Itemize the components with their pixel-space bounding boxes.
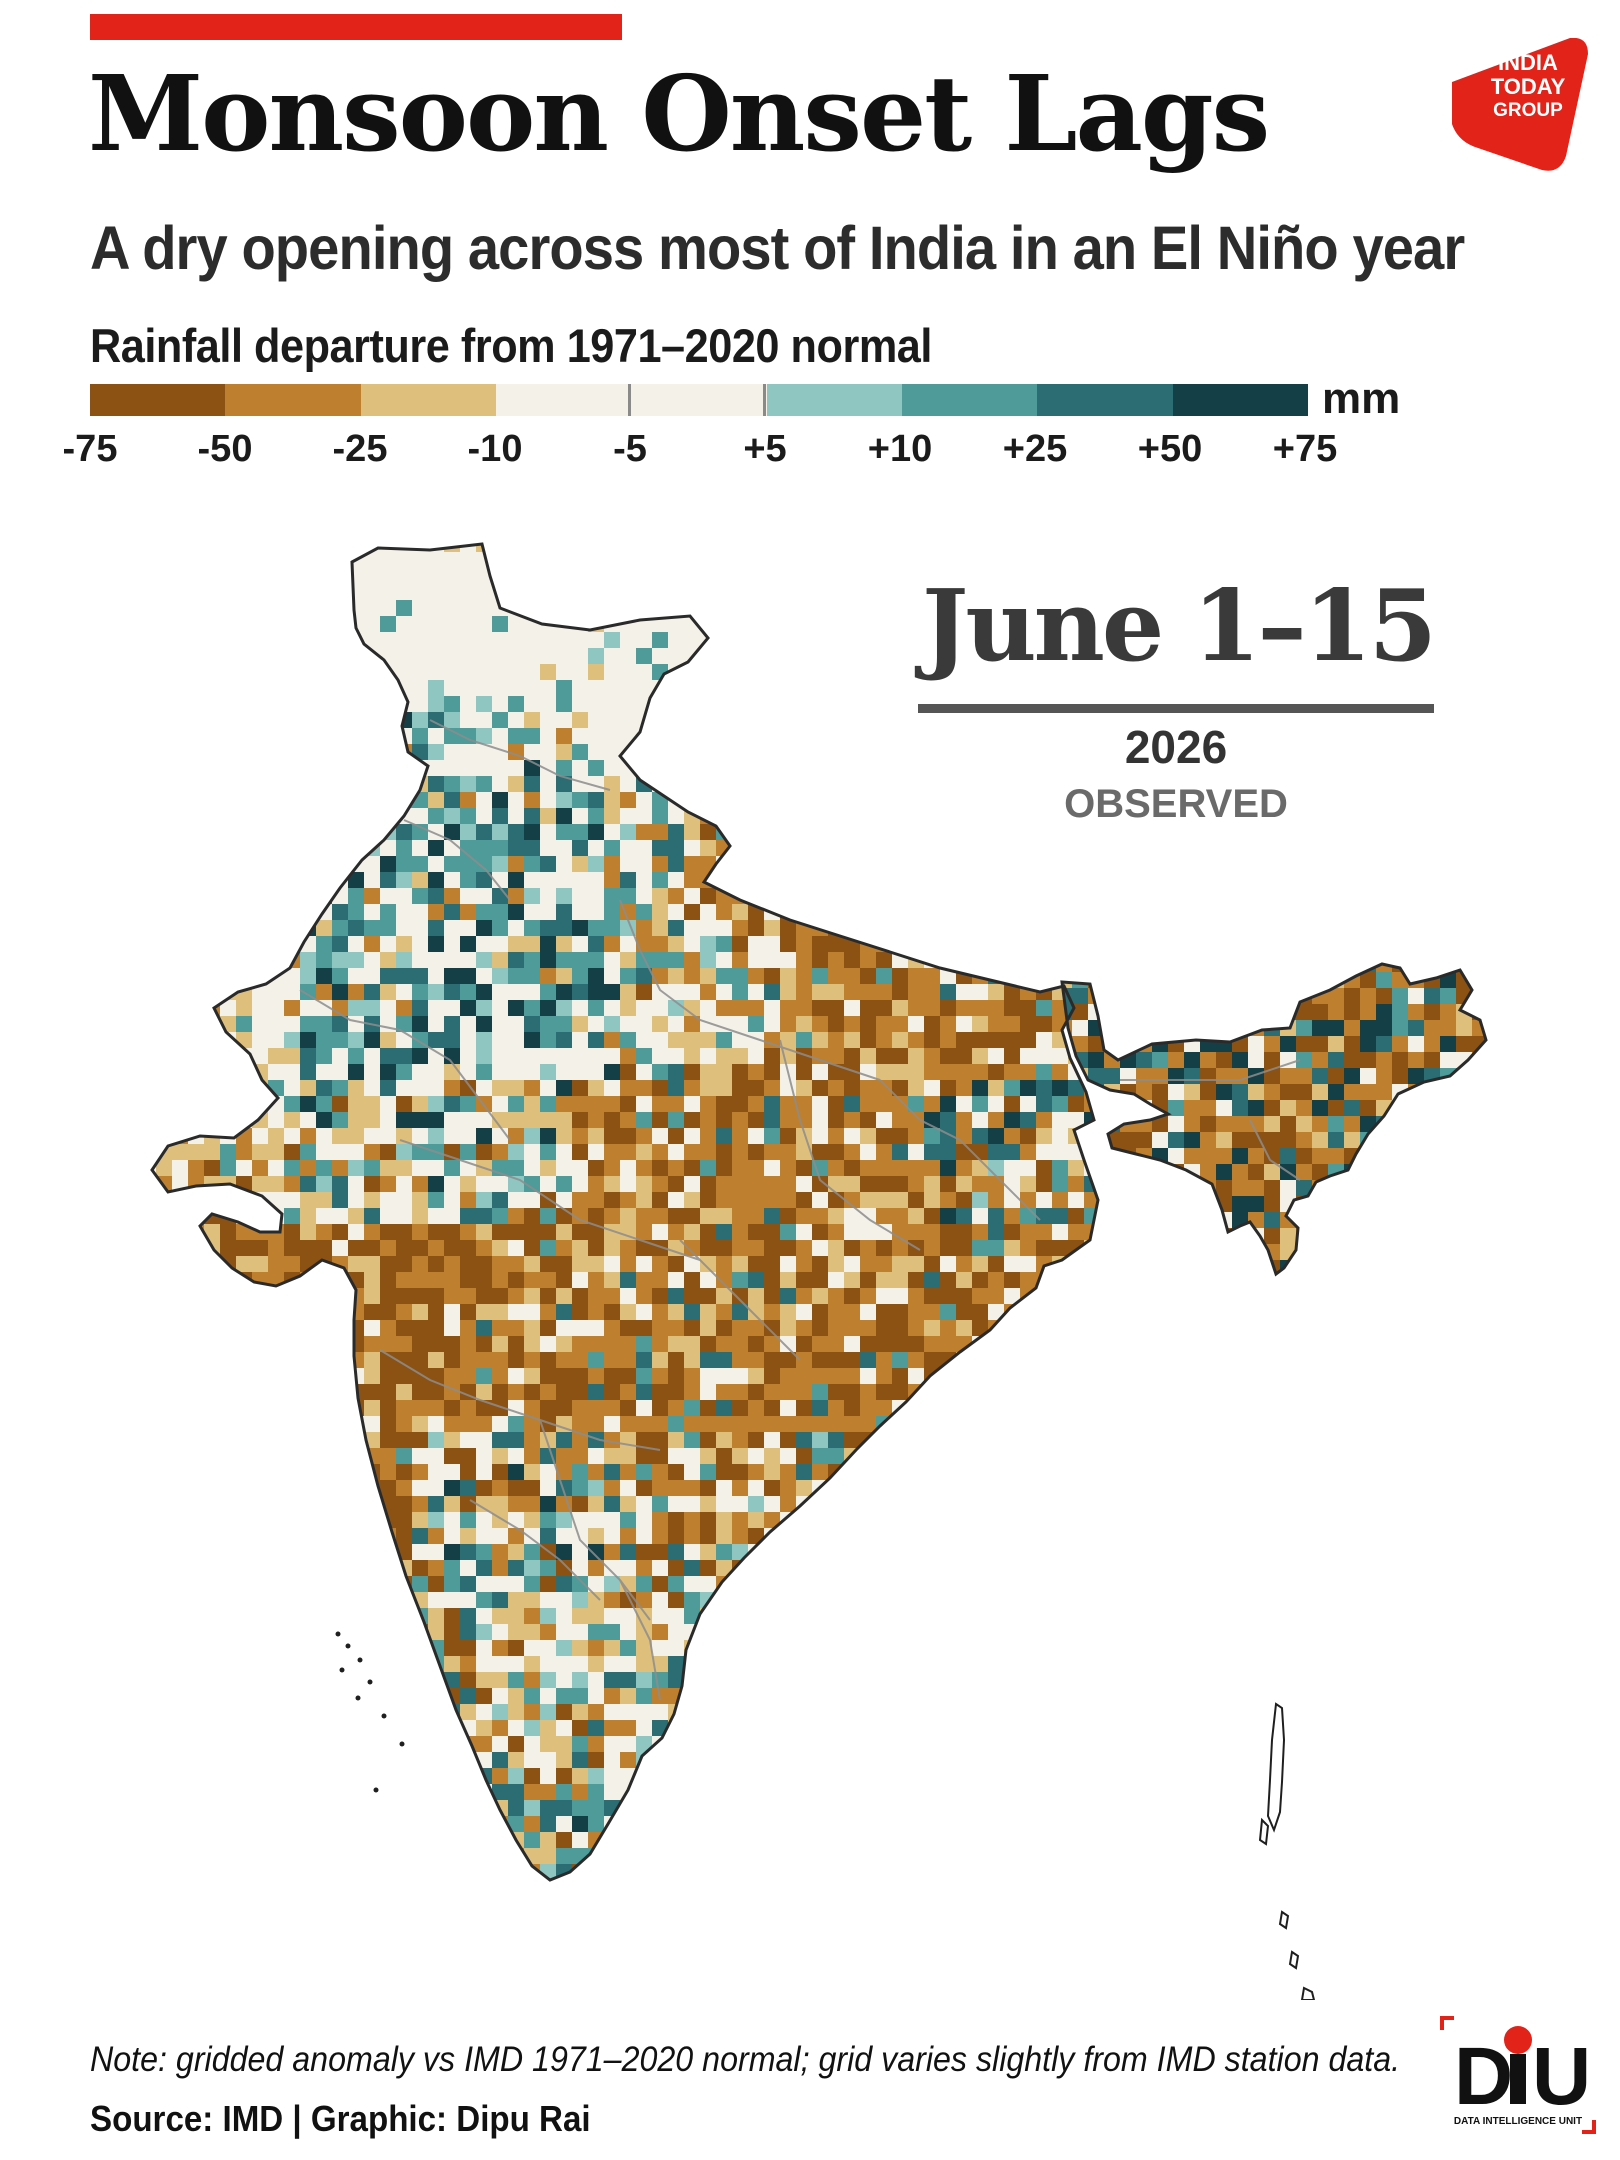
legend-tick: +75 [1272,428,1338,470]
legend-tick: -50 [197,428,253,470]
legend-tick: -10 [467,428,523,470]
legend-tick: -75 [62,428,118,470]
state-boundaries [299,719,1301,1701]
year-label: 2026 [1124,721,1228,773]
legend-swatch [901,384,1038,416]
andaman-nicobar-islands [1258,1702,1316,2000]
accent-bar [90,14,622,40]
source-credit: Source: IMD | Graphic: Dipu Rai [90,2098,591,2139]
legend-tick: -5 [613,428,647,470]
india-today-group-logo: INDIA TODAY GROUP [1452,38,1588,171]
legend-swatch [1172,384,1308,416]
chart-subtitle: A dry opening across most of India in an… [90,214,1465,282]
legend-swatch [1037,384,1173,416]
chart-title: Monsoon Onset Lags [88,52,1270,175]
svg-text:TODAY: TODAY [1491,74,1566,99]
status-label: OBSERVED [1064,782,1288,826]
legend-tick: +10 [867,428,933,470]
legend-tick: -25 [332,428,388,470]
legend-swatch [225,384,361,416]
svg-text:GROUP: GROUP [1493,100,1563,121]
legend-swatch [495,384,632,416]
svg-text:INDIA: INDIA [1498,50,1558,75]
legend-swatch [360,384,496,416]
legend-tick: +25 [1002,428,1068,470]
diu-logo: D U DATA INTELLIGENCE UNIT [1440,2016,1596,2134]
rainfall-anomaly-map [150,542,1488,2000]
legend-swatch [766,384,902,416]
lakshadweep-islands [335,1631,405,1793]
legend-swatch [631,384,767,416]
legend-tick: +5 [743,428,787,470]
legend-neutral-mark [628,384,631,416]
legend-title: Rainfall departure from 1971–2020 normal [90,319,932,372]
footnote: Note: gridded anomaly vs IMD 1971–2020 n… [90,2040,1401,2079]
legend-swatch [90,384,226,416]
period-divider [918,704,1434,713]
legend-neutral-mark [763,384,766,416]
legend-unit: mm [1322,374,1401,423]
legend-color-bar [90,384,1308,416]
period-label: June 1–15 [922,569,1437,684]
legend-tick: +50 [1137,428,1203,470]
